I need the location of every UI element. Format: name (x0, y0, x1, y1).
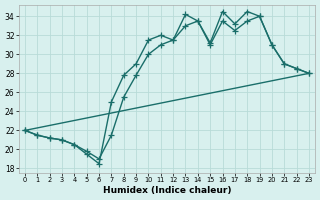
X-axis label: Humidex (Indice chaleur): Humidex (Indice chaleur) (103, 186, 231, 195)
